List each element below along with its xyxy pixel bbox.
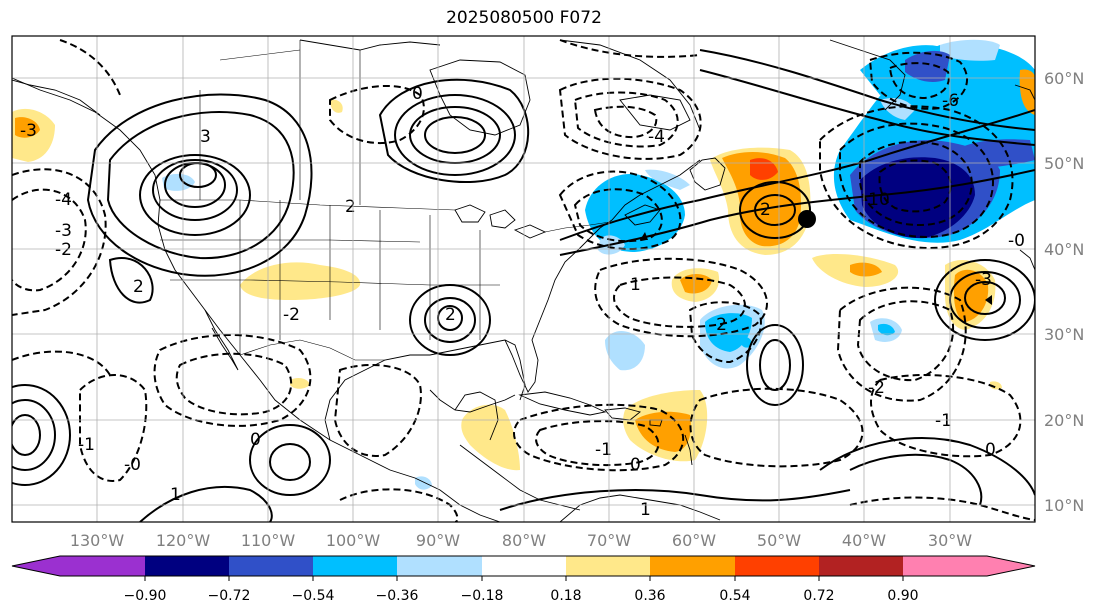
contour-label: 0 [985, 440, 996, 460]
graticule [12, 36, 1035, 522]
contour-label: 0 [412, 84, 423, 104]
contour-label: -1 [935, 411, 952, 431]
colorbar-segment [650, 556, 735, 576]
colorbar-tick-label: 0.72 [803, 588, 834, 604]
contour-label: 1 [170, 485, 181, 505]
colorbar-outline [11, 555, 1036, 577]
lon-label: 80°W [502, 531, 546, 550]
lon-label: 130°W [70, 531, 125, 550]
lon-labels: 130°W 120°W 110°W 100°W 90°W 80°W 70°W 6… [70, 531, 972, 550]
lon-label: 110°W [241, 531, 296, 550]
contour-label: -1 [595, 440, 612, 460]
contour-label: -3 [55, 221, 72, 241]
colorbar: −0.90 −0.72 −0.54 −0.36 −0.18 0.18 0.36 … [11, 555, 1036, 604]
colorbar-tick-label: −0.18 [461, 588, 504, 604]
colorbar-tick-label: 0.18 [550, 588, 581, 604]
lon-label: 100°W [326, 531, 381, 550]
contour-label: -1 [78, 435, 95, 455]
lat-label: 60°N [1044, 69, 1084, 88]
lon-label: 90°W [416, 531, 460, 550]
contour-label: 1 [640, 500, 651, 520]
low-marker-icon [985, 295, 992, 305]
contours-solid [12, 49, 1035, 522]
contour-label: 2 [345, 197, 356, 217]
colorbar-tick-label: −0.36 [376, 588, 419, 604]
contour-label: 2 [133, 277, 144, 297]
colorbar-segment [60, 556, 145, 576]
lat-labels: 60°N 50°N 40°N 30°N 20°N 10°N [1044, 69, 1084, 515]
contour-label: -2 [710, 315, 727, 335]
lat-label: 40°N [1044, 240, 1084, 259]
lat-label: 10°N [1044, 496, 1084, 515]
contour-label: 2 [445, 305, 456, 325]
point-marker [798, 210, 816, 228]
contour-label: 0 [250, 430, 261, 450]
contour-label: -10 [862, 190, 890, 210]
colorbar-segment [397, 556, 482, 576]
contour-label: -6 [942, 91, 959, 111]
contour-label: -4 [55, 190, 72, 210]
colorbar-extend-high [987, 556, 1035, 576]
contour-labels: 2 -10 -3 0 3 -6 2 2 -2 -2 2 -3 -4 -3 -2 … [20, 84, 1025, 520]
colorbar-segment [566, 556, 650, 576]
colorbar-tick-label: 0.90 [887, 588, 918, 604]
colorbar-tick-label: 0.54 [719, 588, 750, 604]
contour-label: 3 [200, 127, 211, 147]
colorbar-tick-label: −0.54 [292, 588, 335, 604]
lon-label: 60°W [672, 531, 716, 550]
contour-label: -0 [1008, 231, 1025, 251]
contour-label: -0 [124, 455, 141, 475]
colorbar-extend-low [12, 556, 60, 576]
map-title: 2025080500 F072 [446, 8, 602, 28]
colorbar-segment [313, 556, 397, 576]
contour-label: 1 [630, 275, 641, 295]
colorbar-segment [903, 556, 987, 576]
colorbar-tick-label: −0.72 [208, 588, 251, 604]
contours-dashed [12, 39, 1035, 522]
lon-label: 120°W [156, 531, 211, 550]
contour-label: -4 [648, 127, 665, 147]
colorbar-segment [735, 556, 819, 576]
contour-label: 0 [630, 455, 641, 475]
colorbar-segment [819, 556, 903, 576]
contour-label: -3 [975, 270, 992, 290]
lon-label: 30°W [928, 531, 972, 550]
contour-label: -2 [868, 378, 885, 398]
lat-label: 30°N [1044, 325, 1084, 344]
contour-label: -2 [55, 240, 72, 260]
map-area: 2 -10 -3 0 3 -6 2 2 -2 -2 2 -3 -4 -3 -2 … [12, 36, 1035, 522]
contour-label: 2 [760, 200, 771, 220]
lon-label: 70°W [587, 531, 631, 550]
contour-label: -3 [20, 121, 37, 141]
colorbar-segment [229, 556, 313, 576]
colorbar-segment [482, 556, 566, 576]
colorbar-tick-label: −0.90 [124, 588, 167, 604]
map-frame [11, 35, 1036, 523]
lat-label: 20°N [1044, 411, 1084, 430]
contour-label: -2 [283, 305, 300, 325]
lon-label: 40°W [842, 531, 886, 550]
colorbar-segment [145, 556, 229, 576]
low-marker-icon [640, 232, 648, 240]
lat-label: 50°N [1044, 154, 1084, 173]
colorbar-tick-label: 0.36 [634, 588, 665, 604]
lon-label: 50°W [757, 531, 801, 550]
